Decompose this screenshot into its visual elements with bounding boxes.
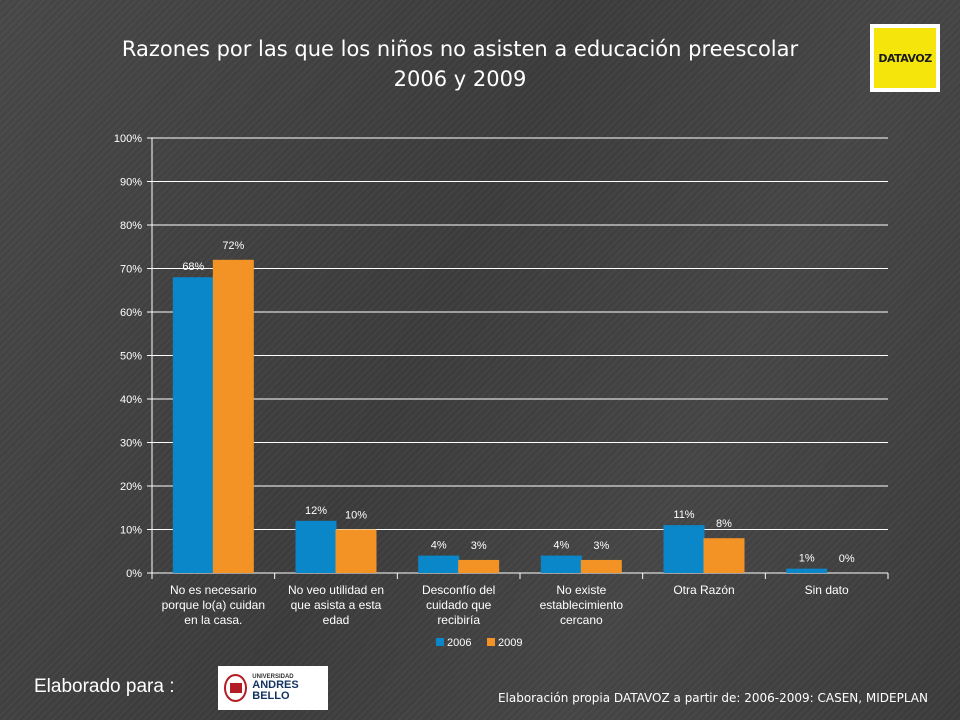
- x-tick-label: No veo utilidad en: [288, 583, 384, 597]
- chart-title-line-1: Razones por las que los niños no asisten…: [121, 37, 799, 61]
- x-tick-label: Otra Razón: [673, 583, 734, 597]
- bar-2009: [703, 538, 745, 573]
- universidad-andres-bello-logo: UNIVERSIDAD ANDRES BELLO: [218, 666, 328, 710]
- y-tick-label: 100%: [114, 133, 142, 145]
- y-tick-label: 80%: [120, 220, 142, 232]
- footer-made-for: Elaborado para :: [34, 676, 175, 697]
- data-label: 68%: [182, 261, 204, 273]
- unab-logo-words: UNIVERSIDAD ANDRES BELLO: [252, 674, 322, 702]
- x-tick-label: que asista a esta: [291, 598, 382, 612]
- chart-title-line-2: 2006 y 2009: [393, 67, 527, 91]
- bar-2009: [458, 559, 500, 573]
- y-tick-label: 30%: [120, 438, 142, 450]
- legend-label: 2006: [447, 637, 471, 649]
- x-tick-label: No es necesario: [170, 583, 257, 597]
- data-label: 3%: [471, 540, 487, 552]
- x-tick-label: porque lo(a) cuidan: [162, 598, 265, 612]
- datavoz-logo-badge: DATAVOZ: [874, 28, 936, 88]
- y-tick-label: 40%: [120, 394, 142, 406]
- x-tick-label: No existe: [556, 583, 606, 597]
- y-tick-label: 50%: [120, 351, 142, 363]
- unab-logo-top-text: UNIVERSIDAD: [252, 674, 294, 680]
- datavoz-logo-text: DATAVOZ: [878, 51, 932, 65]
- data-label: 3%: [593, 540, 609, 552]
- bar-2006: [418, 555, 460, 573]
- x-tick-label: cercano: [560, 613, 603, 627]
- x-tick-label: edad: [323, 613, 350, 627]
- y-tick-label: 70%: [120, 264, 142, 276]
- bar-chart: 0% 10% 20% 30% 40% 50% 60% 70% 80% 90% 100% 68% 72% N…: [114, 133, 889, 649]
- x-tick-label: Desconfío del: [422, 583, 495, 597]
- x-tick-label: en la casa.: [184, 613, 242, 627]
- data-label: 11%: [673, 509, 694, 521]
- data-label: 72%: [222, 240, 244, 252]
- x-tick-label: Sin dato: [805, 583, 849, 597]
- bar-2009: [580, 559, 622, 573]
- data-label: 10%: [345, 510, 367, 522]
- data-label: 0%: [839, 553, 855, 565]
- data-label: 1%: [799, 553, 815, 565]
- data-label: 12%: [305, 505, 327, 517]
- bar-2006: [663, 525, 705, 573]
- bar-2006: [295, 520, 337, 573]
- x-tick-label: cuidado que: [426, 598, 492, 612]
- bar-2009: [335, 529, 377, 573]
- bar-2009: [212, 259, 254, 573]
- unab-logo-bottom-text: ANDRES BELLO: [252, 679, 299, 702]
- bar-chart-svg: 0% 10% 20% 30% 40% 50% 60% 70% 80% 90% 100% 68% 72% N…: [114, 133, 889, 649]
- y-tick-label: 60%: [120, 307, 142, 319]
- bar-2006: [786, 568, 828, 573]
- bar-2006: [172, 277, 214, 573]
- y-tick-label: 0%: [126, 568, 142, 580]
- legend-swatch-2006: [436, 638, 444, 646]
- bar-2006: [540, 555, 582, 573]
- x-tick-label: recibiría: [437, 613, 480, 627]
- datavoz-logo: DATAVOZ: [870, 24, 940, 92]
- data-label: 4%: [553, 540, 569, 552]
- legend-label: 2009: [498, 637, 522, 649]
- x-tick-label: establecimiento: [540, 598, 624, 612]
- y-tick-label: 20%: [120, 481, 142, 493]
- unab-seal-icon: [224, 674, 248, 702]
- y-tick-label: 10%: [120, 525, 142, 537]
- chart-title: Razones por las que los niños no asisten…: [80, 34, 840, 94]
- data-label: 8%: [716, 518, 732, 530]
- footer-source: Elaboración propia DATAVOZ a partir de: …: [497, 691, 928, 705]
- legend-swatch-2009: [487, 638, 495, 646]
- y-tick-label: 90%: [120, 177, 142, 189]
- data-label: 4%: [431, 540, 447, 552]
